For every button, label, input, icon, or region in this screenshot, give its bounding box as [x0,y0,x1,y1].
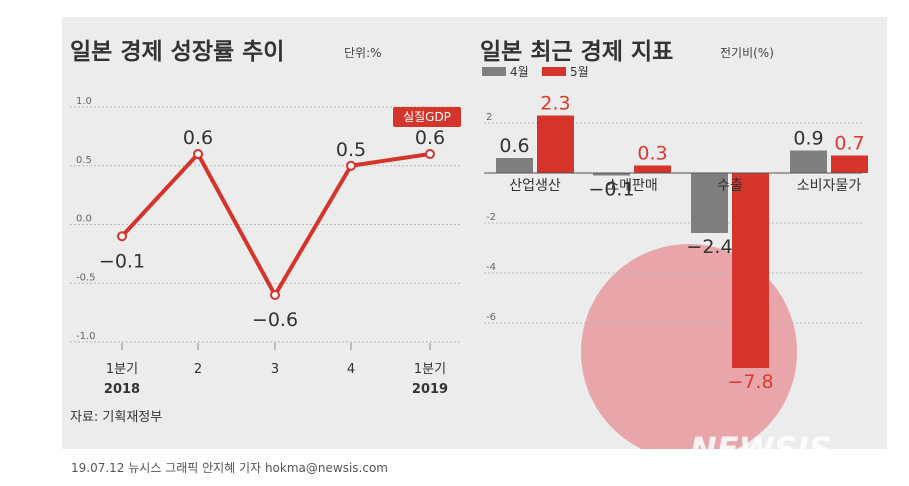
april-bar [691,173,728,233]
line-chart-x-tick-label: 2 [194,362,202,377]
chart-canvas: 일본 경제 성장률 추이 단위:% 1.0 0.5 0.0 -0.5 -1.0 1분기 2… [70,39,868,449]
bar-chart-grid [484,122,862,324]
line-chart-x-tick-label: 1분기 [106,362,138,377]
gdp-data-label: −0.1 [99,250,145,272]
badge-label: 실질GDP [403,110,451,124]
legend-label-may: 5월 [570,65,589,79]
gdp-data-label: 0.5 [336,139,366,161]
bar-chart-category-label: 수출 [717,178,743,194]
bar-chart-unit: 전기비(%) [720,46,774,60]
line-chart-y-ticks: 1.0 0.5 0.0 -0.5 -1.0 [76,96,96,342]
gdp-series-badge: 실질GDP [393,107,461,127]
april-bar-label: −2.4 [686,236,732,258]
bar-chart-y-tick-label: -4 [486,262,496,273]
line-chart-x-tick-label: 1분기 [414,362,446,377]
line-chart-data-labels: −0.1 0.6 −0.6 0.5 0.6 [99,127,445,331]
line-chart-grid [70,106,462,343]
gdp-data-label: −0.6 [252,309,298,331]
line-chart-x-tick-year: 2018 [104,382,140,397]
line-chart-x-tick-label: 3 [271,362,279,377]
bar-chart-categories: 산업생산 소매판매 수출 소비자물가 [509,178,861,194]
april-bar [496,158,533,173]
may-bar-label: 0.7 [834,133,864,155]
legend-swatch-april [482,67,506,76]
may-bar [537,115,574,173]
april-bar-label: 0.9 [793,128,823,150]
gdp-data-point [193,149,203,159]
bar-chart-data-labels: 0.6 2.3 −0.10.3 −2.4 −7.8 0.9 0.7 [499,93,864,394]
april-bar-label: 0.6 [499,135,529,157]
may-bar [732,173,769,368]
line-chart-x-ticks: 1분기 2018 2 3 4 1분기 2019 [104,343,448,397]
may-bar [634,165,671,173]
source-text: 자료: 기획재정부 [70,410,162,425]
badge-background [393,107,461,127]
line-chart-y-tick-label: 0.0 [76,214,92,225]
april-bar-label: −0.1 [588,179,634,201]
line-chart-x-tick-year: 2019 [412,382,448,397]
bar-chart-legend: 4월 5월 [482,65,589,79]
line-chart-title: 일본 경제 성장률 추이 [70,39,284,65]
bar-chart-y-tick-label: -6 [486,312,496,323]
bar-chart-title: 일본 최근 경제 지표 [480,39,673,65]
gdp-data-label: 0.6 [183,127,213,149]
legend-swatch-may [542,67,566,76]
gdp-data-point [270,290,280,300]
april-bar [790,150,827,173]
gdp-data-point [346,160,356,171]
bar-chart-y-ticks: 2 -2 -4 -6 [486,112,496,323]
may-bar-label: 0.3 [637,143,667,165]
april-bar [593,173,630,176]
line-chart-y-tick-label: -1.0 [76,331,96,342]
bar-chart-category-label: 산업생산 [509,178,561,194]
legend-label-april: 4월 [510,65,529,79]
line-chart-y-tick-label: 0.5 [76,155,92,166]
gdp-data-label: 0.6 [415,127,445,149]
may-bar-label: 2.3 [540,93,570,115]
bar-chart-bars [496,115,868,368]
gdp-data-point [117,231,127,242]
gdp-data-point [425,149,435,159]
bar-chart-category-label: 소비자물가 [797,178,862,194]
may-bar [831,155,868,173]
line-chart-x-tick-label: 4 [347,362,355,377]
line-chart-y-tick-label: -0.5 [76,272,96,283]
line-chart-y-tick-label: 1.0 [76,96,92,107]
may-bar-label: −7.8 [727,371,773,393]
bar-chart-category-label: 소매판매 [606,178,658,194]
line-chart-unit: 단위:% [344,46,382,60]
bar-chart-y-tick-label: -2 [486,212,496,223]
infographic-panel: 일본 경제 성장률 추이 단위:% 1.0 0.5 0.0 -0.5 -1.0 1분기 2… [62,17,887,449]
bar-chart-y-tick-label: 2 [486,112,492,123]
newsis-watermark-logo: NEWSIS [690,430,832,449]
line-chart-points [117,149,435,300]
credit-text: 19.07.12 뉴시스 그래픽 안지혜 기자 hokma@newsis.com [71,461,388,475]
